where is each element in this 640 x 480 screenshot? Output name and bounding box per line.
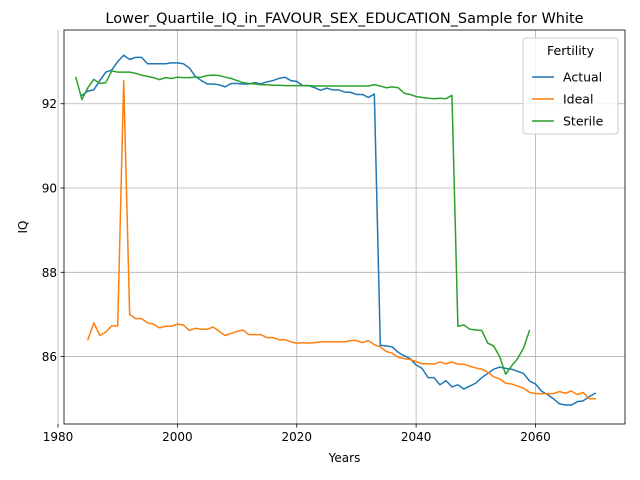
x-tick-label: 1980 [43,430,74,444]
legend-items: Actual Ideal Sterile [532,70,604,129]
chart-title: Lower_Quartile_IQ_in_FAVOUR_SEX_EDUCATIO… [105,11,583,27]
legend-box [522,37,619,135]
x-tick-label: 2060 [520,430,551,444]
plot-series [75,54,597,406]
x-tick-label: 2020 [281,430,312,444]
legend: Fertility Actual Ideal Sterile [522,37,619,135]
series-line-ideal [86,79,596,400]
series-line-sterile [75,70,531,376]
plot-area-frame [63,29,626,425]
y-tick-label: 92 [42,97,57,111]
axis-ticks: 1980 2000 2020 2040 2060 86 88 90 92 [42,97,551,444]
x-tick-label: 2040 [401,430,432,444]
legend-title: Fertility [547,43,595,58]
x-tick-label: 2000 [162,430,193,444]
legend-label-sterile: Sterile [563,114,604,129]
series-line-actual [80,54,597,406]
y-tick-label: 88 [42,266,57,280]
x-axis-title: Years [328,451,361,465]
y-axis-title: IQ [16,221,30,234]
y-tick-label: 86 [42,350,57,364]
legend-label-actual: Actual [563,70,602,85]
y-tick-label: 90 [42,182,57,196]
legend-label-ideal: Ideal [563,92,593,107]
